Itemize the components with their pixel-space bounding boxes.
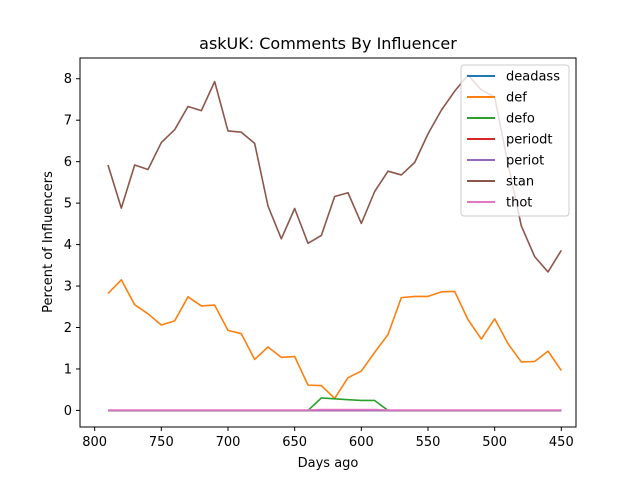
y-tick-label: 6 [64, 155, 72, 170]
x-tick-label: 500 [482, 435, 507, 450]
legend-label-periodt: periodt [506, 133, 553, 148]
x-tick-label: 550 [416, 435, 441, 450]
legend-label-defo: defo [506, 112, 535, 127]
legend-label-thot: thot [506, 196, 532, 211]
legend-label-def: def [506, 91, 527, 106]
x-tick-label: 750 [149, 435, 174, 450]
y-tick-label: 2 [64, 321, 72, 336]
series-line-def [107, 279, 562, 400]
x-tick-label: 600 [349, 435, 374, 450]
x-tick-label: 700 [216, 435, 241, 450]
chart-title: askUK: Comments By Influencer [199, 34, 457, 53]
y-tick-label: 7 [64, 114, 72, 129]
y-tick-label: 8 [64, 72, 72, 87]
y-tick-label: 5 [64, 197, 72, 212]
y-axis: 0 1 2 3 4 5 6 7 8 [64, 72, 80, 419]
legend-label-deadass: deadass [506, 70, 560, 85]
series-line-defo [108, 397, 562, 412]
legend-label-periot: periot [506, 154, 544, 169]
legend: deadass def defo periodt periot stan thot [460, 64, 570, 217]
y-tick-label: 4 [64, 238, 72, 253]
y-tick-label: 1 [64, 362, 72, 377]
plot-frame [79, 57, 577, 428]
x-tick-label: 450 [549, 435, 574, 450]
x-tick-label: 800 [82, 435, 107, 450]
x-axis-label: Days ago [298, 456, 359, 471]
y-tick-label: 0 [64, 404, 72, 419]
x-tick-label: 650 [282, 435, 307, 450]
y-tick-label: 3 [64, 280, 72, 295]
plot-lines [107, 74, 563, 412]
legend-box [460, 64, 570, 217]
x-axis: 800 750 700 650 600 550 500 450 [82, 427, 574, 450]
legend-label-stan: stan [506, 175, 534, 190]
y-axis-label: Percent of Influencers [41, 171, 56, 313]
